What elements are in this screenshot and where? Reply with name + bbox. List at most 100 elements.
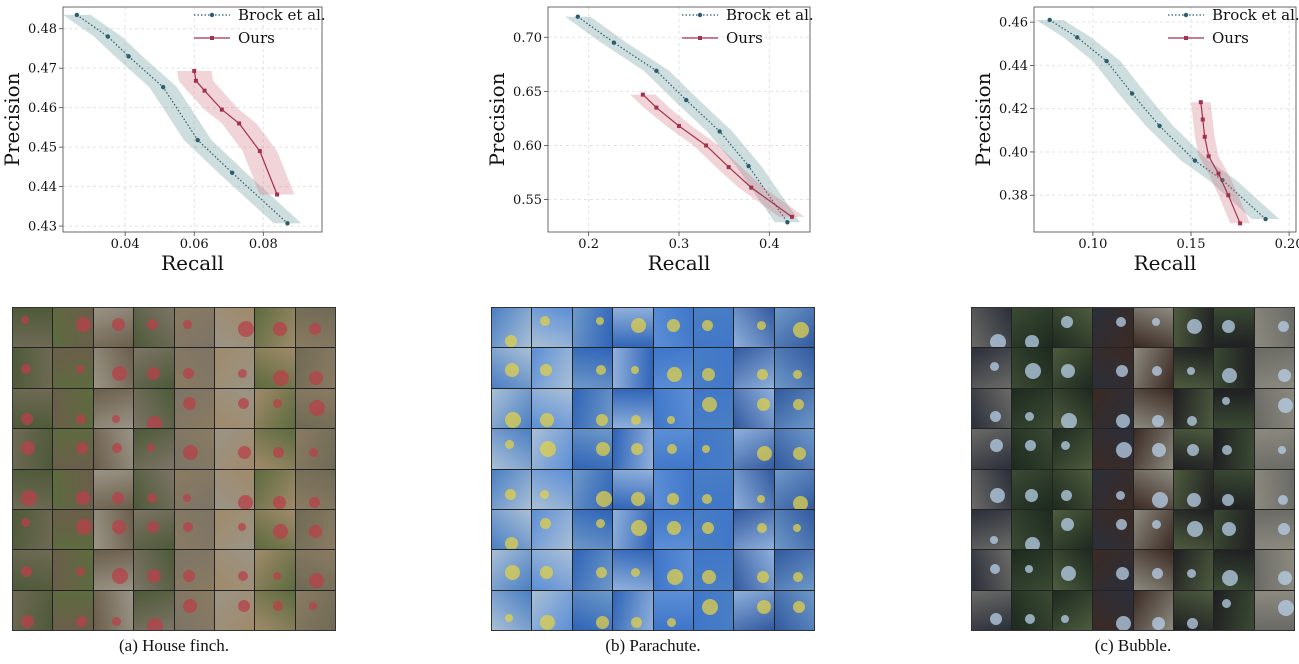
y-tick-label: 0.47 — [28, 62, 57, 77]
subject-shape — [666, 492, 679, 505]
parachute-photo — [532, 469, 572, 509]
x-tick-label: 0.08 — [249, 237, 278, 252]
house-finch-photo — [255, 469, 295, 509]
bubble-photo — [1214, 469, 1254, 509]
bubble-photo — [1052, 509, 1093, 550]
house-finch-photo — [214, 469, 255, 509]
subject-shape — [147, 569, 162, 584]
house-finch-photo — [255, 590, 295, 630]
parachute-photo — [653, 388, 693, 429]
y-tick-label: 0.65 — [513, 85, 542, 100]
bubble-photo — [1093, 469, 1133, 509]
house-finch-photo — [13, 308, 53, 348]
bubble-photo — [1133, 388, 1173, 429]
bubble-photo — [1133, 308, 1173, 348]
series-0-point — [74, 12, 80, 18]
subject-shape — [1060, 489, 1072, 501]
legend-label-0: Brock et al. — [1212, 6, 1299, 24]
bubble-photo — [1012, 308, 1052, 348]
subject-shape — [1222, 320, 1236, 333]
subject-shape — [308, 524, 322, 538]
subject-shape — [1186, 520, 1203, 537]
bubble-photo — [1173, 550, 1214, 590]
series-1-point — [789, 214, 794, 219]
subject-shape — [1025, 411, 1035, 421]
series-0-point — [1129, 91, 1135, 96]
y-tick-label: 0.44 — [999, 59, 1028, 74]
house-finch-photo — [255, 550, 295, 590]
subject-shape — [1060, 412, 1077, 429]
series-1-point — [677, 123, 681, 128]
subject-shape — [701, 368, 715, 382]
subject-shape — [182, 445, 198, 461]
subject-shape — [595, 317, 604, 325]
subject-shape — [990, 410, 1001, 422]
subject-shape — [237, 522, 246, 531]
subject-shape — [792, 523, 801, 532]
parachute-photo — [572, 308, 613, 348]
subject-shape — [666, 415, 675, 424]
subject-shape — [990, 487, 1005, 503]
bubble-photo — [1254, 590, 1294, 630]
subject-shape — [1222, 493, 1235, 506]
house-finch-photo — [255, 308, 295, 348]
house-finch-photo — [295, 388, 335, 429]
parachute-photo — [653, 308, 693, 348]
subject-shape — [273, 600, 284, 611]
subject-shape — [792, 447, 806, 461]
subject-shape — [1116, 567, 1130, 581]
parachute-photo — [734, 388, 774, 429]
parachute-photo — [572, 469, 613, 509]
house-finch-photo — [53, 590, 93, 630]
house-finch-photo — [134, 469, 174, 509]
house-finch-photo — [295, 308, 335, 348]
bubble-photo — [1254, 429, 1294, 469]
subject-shape — [631, 616, 643, 628]
subject-shape — [1186, 415, 1197, 426]
parachute-photo — [653, 509, 693, 550]
parachute-photo — [774, 388, 814, 429]
subject-shape — [237, 397, 249, 409]
series-0-point — [195, 137, 200, 143]
subject-shape — [111, 414, 120, 423]
house-finch-photo — [295, 550, 335, 590]
subject-shape — [76, 615, 88, 627]
house-finch-photo — [255, 509, 295, 550]
bubble-photo — [1214, 429, 1254, 469]
house-finch-photo — [134, 429, 174, 469]
series-0-confidence-band — [1036, 20, 1280, 219]
series-0-point — [654, 68, 659, 74]
subject-shape — [1222, 598, 1232, 608]
subject-shape — [990, 334, 1006, 348]
house-finch-photo — [93, 348, 134, 388]
parachute-photo — [693, 590, 734, 630]
subject-shape — [308, 496, 320, 508]
subject-shape — [1277, 494, 1288, 505]
parachute-photo — [492, 348, 532, 388]
subject-shape — [1151, 414, 1164, 427]
bubble-photo — [1093, 590, 1133, 630]
parachute-photo — [693, 509, 734, 550]
subject-shape — [182, 521, 193, 532]
x-tick-label: 0.10 — [1078, 237, 1107, 252]
subject-shape — [147, 520, 160, 533]
subject-shape — [1151, 491, 1168, 508]
subject-shape — [308, 399, 325, 416]
subject-shape — [701, 493, 712, 504]
series-0-point — [1047, 17, 1052, 23]
legend-marker-1 — [210, 36, 214, 40]
series-0-point — [1157, 123, 1162, 129]
house-finch-photo — [93, 429, 134, 469]
subject-shape — [701, 445, 710, 454]
subject-shape — [990, 535, 998, 544]
bubble-photo — [1052, 550, 1093, 590]
parachute-photo — [613, 348, 653, 388]
parachute-photo — [572, 550, 613, 590]
subject-shape — [792, 398, 804, 410]
subject-shape — [76, 490, 91, 505]
series-1-point — [749, 185, 754, 190]
subject-shape — [701, 396, 717, 412]
series-0-point — [1104, 58, 1109, 64]
subject-shape — [237, 446, 251, 460]
bubble-photo — [1214, 550, 1254, 590]
